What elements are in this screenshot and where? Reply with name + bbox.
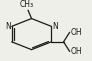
Text: CH₃: CH₃ <box>20 0 34 9</box>
Text: N: N <box>5 22 11 31</box>
Text: OH: OH <box>71 28 82 37</box>
Text: OH: OH <box>71 47 82 56</box>
Text: N: N <box>52 22 58 31</box>
